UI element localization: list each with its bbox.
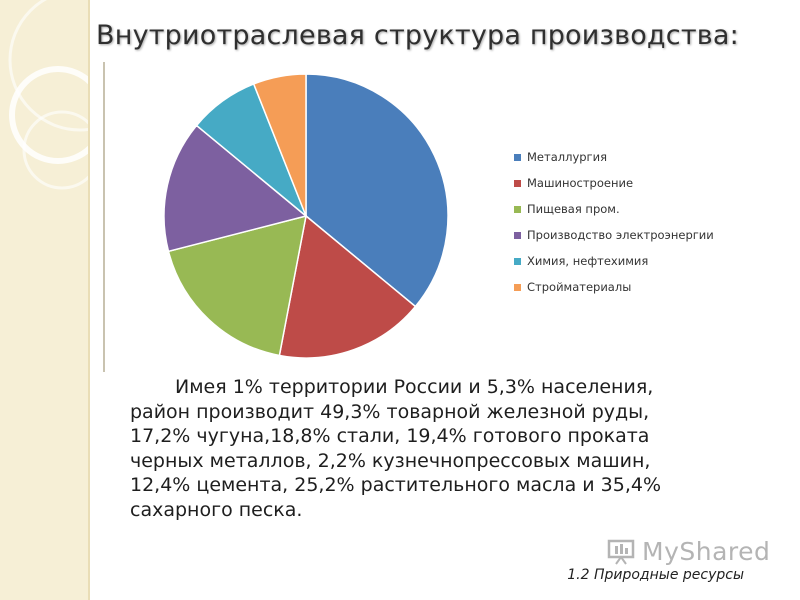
body-text-line: сахарного песка. bbox=[130, 498, 303, 521]
legend-swatch bbox=[514, 257, 521, 265]
pie-slice-5 bbox=[252, 73, 307, 217]
decorative-side-band bbox=[0, 0, 90, 600]
body-text-line: Имея 1% территории России и 5,3% населен… bbox=[175, 376, 654, 398]
vertical-rule bbox=[103, 62, 105, 372]
legend-item: Стройматериалы bbox=[514, 274, 714, 300]
legend-item: Химия, нефтехимия bbox=[514, 248, 714, 274]
watermark-text: MyShared bbox=[642, 536, 771, 566]
slide-body-text: Имея 1% территории России и 5,3% населен… bbox=[130, 375, 770, 522]
legend-label: Пищевая пром. bbox=[527, 202, 620, 216]
legend-swatch bbox=[514, 179, 521, 187]
legend-swatch bbox=[514, 283, 521, 291]
body-text-line: район производит 49,3% товарной железной… bbox=[130, 400, 650, 423]
pie-slice-2 bbox=[167, 214, 307, 357]
legend-swatch bbox=[514, 231, 521, 239]
legend-swatch bbox=[514, 205, 521, 213]
decorative-rings-icon bbox=[8, 0, 88, 190]
legend-label: Металлургия bbox=[527, 150, 607, 164]
body-text-line: черных металлов, 2,2% кузнечнопрессовых … bbox=[130, 449, 651, 472]
pie-slice-3 bbox=[163, 124, 308, 253]
chart-legend: Металлургия Машиностроение Пищевая пром. Пр… bbox=[514, 144, 714, 300]
watermark: MyShared bbox=[606, 536, 770, 566]
legend-item: Машиностроение bbox=[514, 170, 714, 196]
legend-item: Производство электроэнергии bbox=[514, 222, 714, 248]
body-text-line: 17,2% чугуна,18,8% стали, 19,4% готового… bbox=[130, 425, 650, 447]
legend-label: Производство электроэнергии bbox=[527, 228, 714, 242]
legend-item: Пищевая пром. bbox=[514, 196, 714, 222]
pie-slice-1 bbox=[278, 214, 417, 359]
legend-label: Химия, нефтехимия bbox=[527, 254, 649, 268]
footer-note: 1.2 Природные ресурсы bbox=[567, 567, 744, 583]
legend-item: Металлургия bbox=[514, 144, 714, 170]
presentation-board-icon bbox=[607, 539, 635, 565]
slide-title: Внутриотраслевая структура производства: bbox=[96, 20, 739, 51]
body-text-line: 12,4% цемента, 25,2% растительного масла… bbox=[130, 474, 662, 496]
legend-label: Машиностроение bbox=[527, 176, 634, 190]
pie-slice-0 bbox=[305, 73, 449, 308]
legend-label: Стройматериалы bbox=[527, 280, 632, 294]
legend-swatch bbox=[514, 153, 521, 161]
